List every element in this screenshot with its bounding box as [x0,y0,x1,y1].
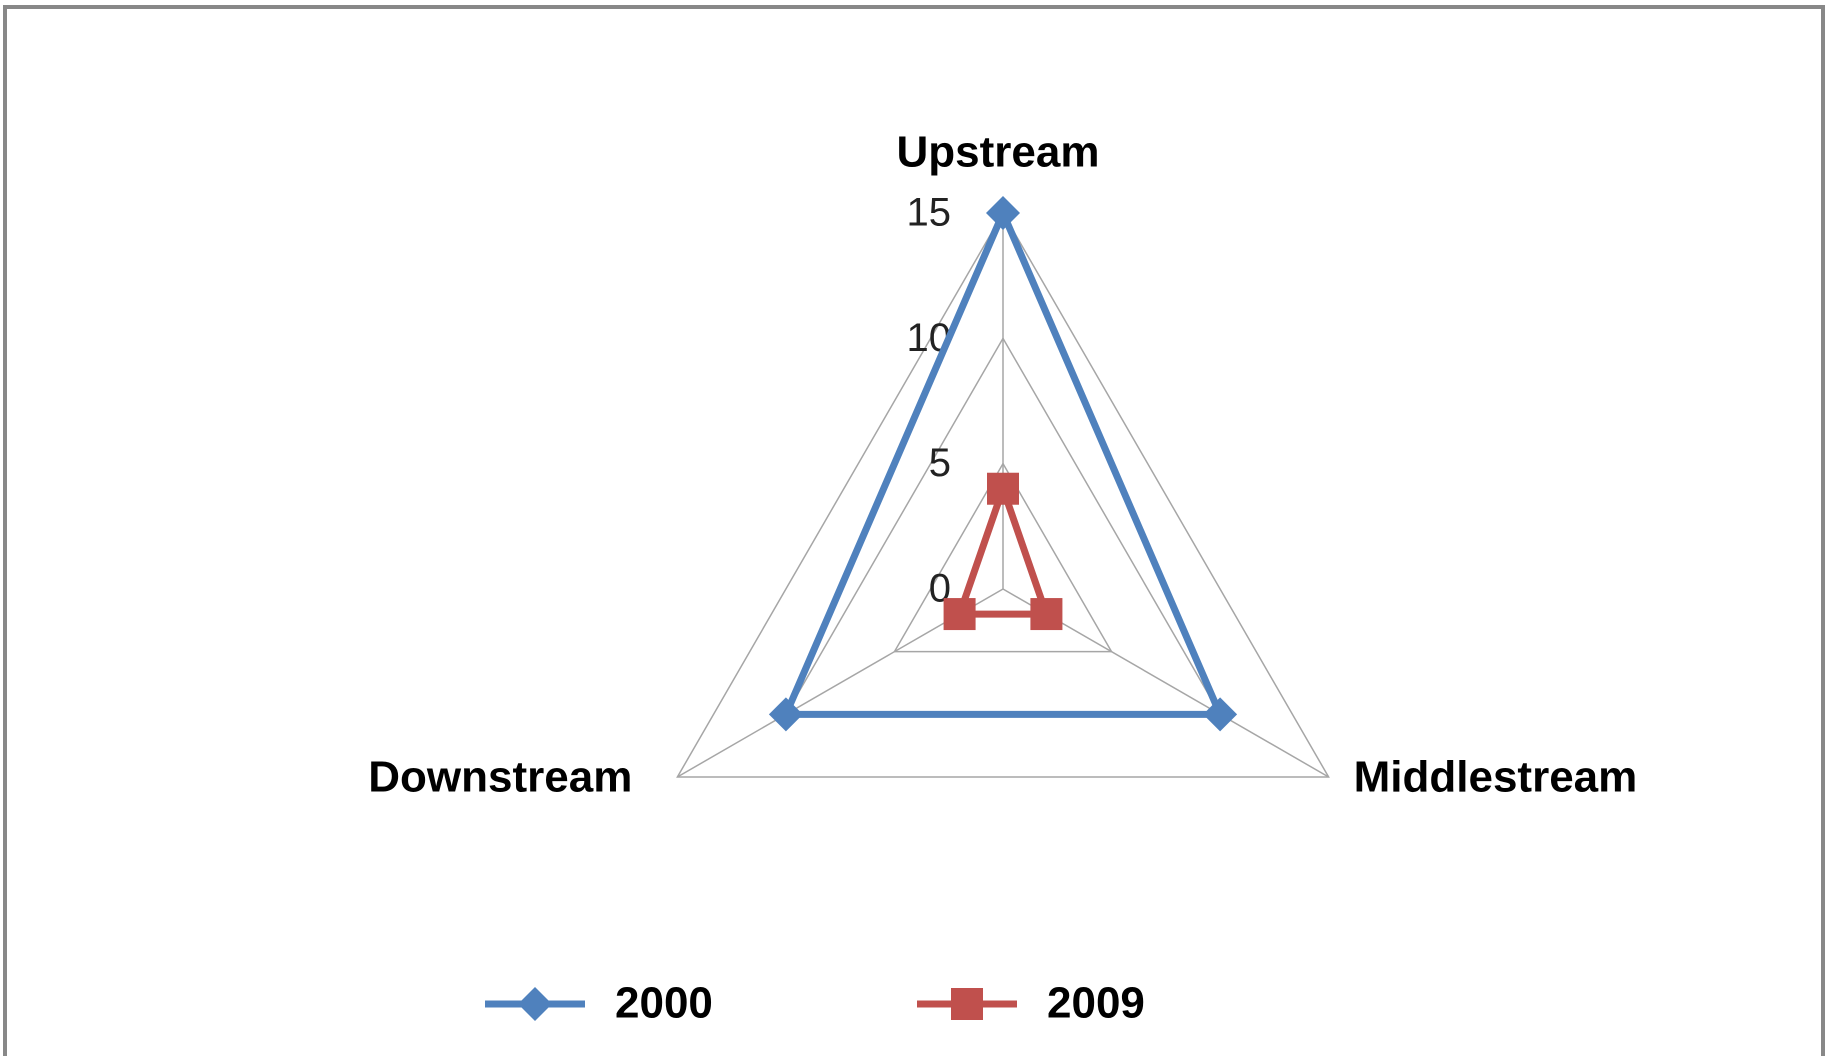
marker [1203,697,1238,732]
grid-ring [893,462,1113,653]
grid-ring [676,211,1330,778]
legend-label: 2009 [1047,979,1145,1028]
marker [986,196,1020,230]
y-tick-label: 5 [929,441,951,485]
marker [768,697,803,732]
category-label: Downstream [368,753,632,802]
marker [1030,598,1063,631]
marker [951,988,983,1020]
legend-label: 2000 [615,979,713,1028]
marker [987,472,1019,505]
y-tick-label: 15 [907,191,952,235]
marker [518,987,552,1021]
series-line [954,478,1052,618]
category-label: Upstream [897,128,1100,177]
chart-frame [3,5,1825,1061]
category-label: Middlestream [1354,753,1638,802]
series-line [780,204,1226,718]
marker [943,598,976,631]
